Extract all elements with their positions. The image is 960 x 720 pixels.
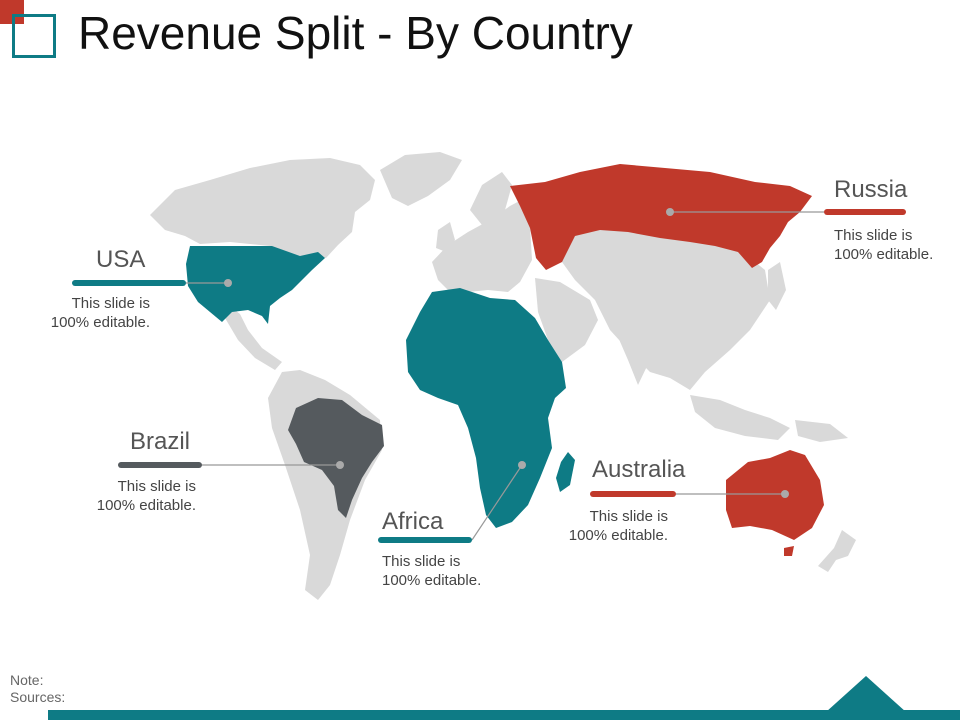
note-label: Note:	[10, 672, 44, 688]
australia-pin-dot	[781, 490, 789, 498]
land-southeast-asia	[690, 395, 790, 440]
australia-description: This slide is 100% editable.	[568, 508, 668, 544]
africa-accent-bar	[378, 537, 472, 543]
land-asia	[560, 228, 770, 390]
brazil-label: Brazil	[130, 428, 191, 455]
usa-accent-bar	[72, 280, 186, 286]
usa-region	[186, 246, 325, 324]
sources-label: Sources:	[10, 689, 66, 705]
land-north-america	[150, 158, 375, 258]
land-scandinavia	[470, 172, 512, 225]
australia-accent-bar	[590, 491, 676, 497]
land-india	[615, 330, 650, 385]
land-japan	[768, 262, 786, 310]
page-title: Revenue Split - By Country	[78, 7, 633, 59]
russia-description: This slide is 100% editable.	[834, 227, 934, 263]
land-new-zealand	[818, 530, 856, 572]
russia-accent-bar	[824, 209, 906, 215]
australia-region	[726, 450, 824, 540]
land-middle-east	[535, 278, 598, 362]
usa-description: This slide is 100% editable.	[50, 295, 150, 331]
africa-label: Africa	[382, 508, 444, 535]
brazil-description: This slide is 100% editable.	[96, 478, 196, 514]
land-greenland	[380, 152, 462, 206]
brazil-region	[288, 398, 384, 518]
brazil-pin-dot	[336, 461, 344, 469]
land-uk	[436, 222, 455, 252]
africa-region	[406, 288, 566, 528]
footer-notes: Note: Sources:	[10, 672, 65, 706]
usa-label: USA	[96, 246, 146, 273]
corner-accent-square	[12, 14, 56, 58]
land-europe	[432, 198, 532, 292]
tasmania-region	[784, 546, 794, 556]
africa-leader-line	[471, 464, 523, 541]
brazil-accent-bar	[118, 462, 202, 468]
russia-region	[510, 164, 812, 270]
australia-label: Australia	[592, 456, 686, 483]
footer-triangle	[826, 676, 906, 712]
usa-pin-dot	[224, 279, 232, 287]
africa-pin-dot	[518, 461, 526, 469]
land-papua	[795, 420, 848, 442]
africa-description: This slide is 100% editable.	[382, 553, 482, 589]
footer-bar	[48, 710, 960, 720]
russia-pin-dot	[666, 208, 674, 216]
land-central-america	[205, 300, 282, 370]
madagascar-region	[556, 452, 575, 492]
russia-label: Russia	[834, 176, 908, 203]
